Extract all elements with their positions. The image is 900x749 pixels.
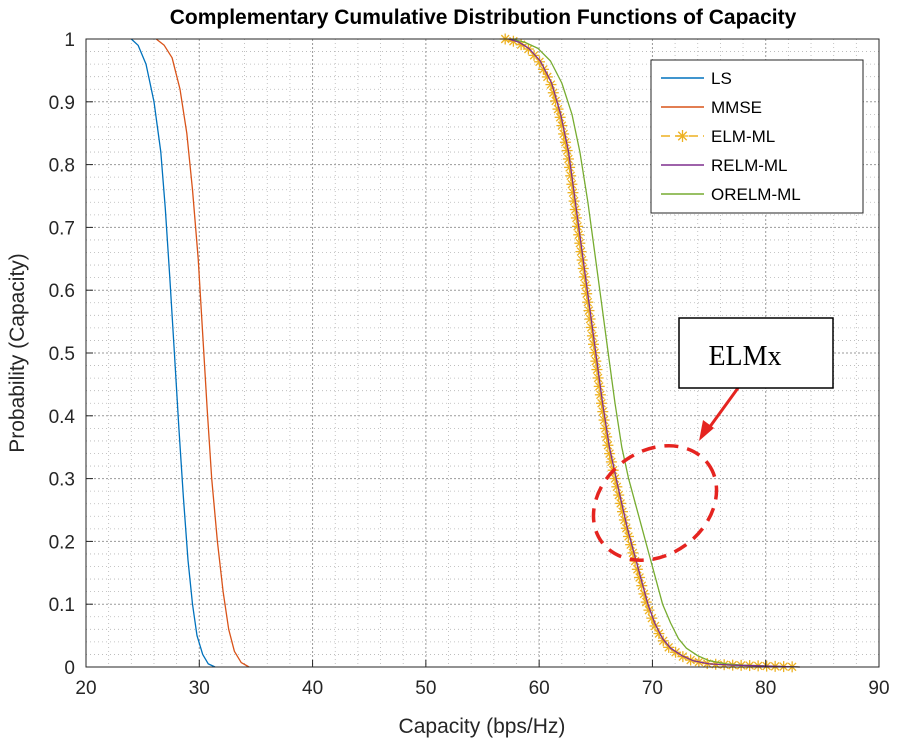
data-marker-elm-ml [611,481,623,493]
data-marker-elm-ml [657,635,669,647]
y-tick-label: 1 [64,30,75,51]
annotation-ellipse [591,444,719,562]
data-marker-elm-ml [561,145,573,157]
annotation-label: ELMx [708,341,781,372]
y-axis-label: Probability (Capacity) [6,253,29,453]
data-marker-elm-ml [602,439,614,451]
data-marker-elm-ml [569,204,581,216]
data-marker-elm-ml [550,95,562,107]
x-tick-label: 30 [189,678,210,699]
y-axis: 0 0.1 0.2 0.3 0.4 0.5 0.6 0.7 0.8 0.9 1 [49,30,93,679]
data-marker-elm-ml [565,170,577,182]
data-marker-elm-ml [613,489,625,501]
series-line-relm-ml [508,38,800,668]
data-marker-elm-ml [598,414,610,426]
series-line-ls [130,38,216,668]
x-tick-label: 50 [415,678,436,699]
data-marker-elm-ml [528,49,540,61]
y-tick-label: 0.8 [49,156,75,177]
legend-label-mmse: MMSE [711,98,762,117]
y-tick-label: 0 [64,658,75,679]
data-marker-elm-ml [604,448,616,460]
chart-title: Complementary Cumulative Distribution Fu… [170,6,797,29]
legend-label-relm-ml: RELM-ML [711,156,788,175]
series-line-orelm-ml [510,38,800,668]
x-tick-label: 20 [75,678,96,699]
x-tick-label: 70 [642,678,663,699]
annotation-arrow-line [707,387,740,429]
data-marker-elm-ml [596,397,608,409]
x-tick-label: 60 [529,678,550,699]
legend-label-elm-ml: ELM-ML [711,127,775,146]
y-tick-label: 0.1 [49,595,75,616]
x-tick-label: 90 [868,678,889,699]
series-layer [130,33,800,673]
data-marker-elm-ml [634,571,646,583]
legend-marker-elm-ml [676,130,689,142]
data-marker-elm-ml [643,604,655,616]
data-marker-elm-ml [554,111,566,123]
legend-label-orelm-ml: ORELM-ML [711,185,801,204]
data-marker-elm-ml [663,641,675,653]
data-marker-elm-ml [547,87,559,99]
y-tick-label: 0.6 [49,281,75,302]
data-marker-elm-ml [601,431,613,443]
x-tick-label: 40 [302,678,323,699]
data-marker-elm-ml [588,338,600,350]
data-marker-elm-ml [558,128,570,140]
x-axis: 20 30 40 50 60 70 80 90 [75,660,890,699]
y-tick-label: 0.7 [49,218,75,239]
data-marker-elm-ml [534,56,546,68]
y-tick-label: 0.3 [49,470,75,491]
series-line-mmse [155,38,250,668]
y-tick-label: 0.5 [49,344,75,365]
legend: LS MMSE ELM-ML RELM-ML ORELM-ML [650,59,864,214]
data-marker-elm-ml [617,506,629,518]
y-tick-label: 0.4 [49,407,76,428]
data-marker-elm-ml [556,120,568,132]
data-marker-elm-ml [618,514,630,526]
legend-label-ls: LS [711,69,732,88]
y-tick-label: 0.2 [49,532,75,553]
data-marker-elm-ml [609,473,621,485]
annotation-box [678,317,834,389]
annotation: ELMx [591,317,834,562]
y-tick-label: 0.9 [49,93,75,114]
x-axis-label: Capacity (bps/Hz) [399,715,566,738]
annotation-arrow-head [699,420,714,441]
x-tick-label: 80 [755,678,776,699]
